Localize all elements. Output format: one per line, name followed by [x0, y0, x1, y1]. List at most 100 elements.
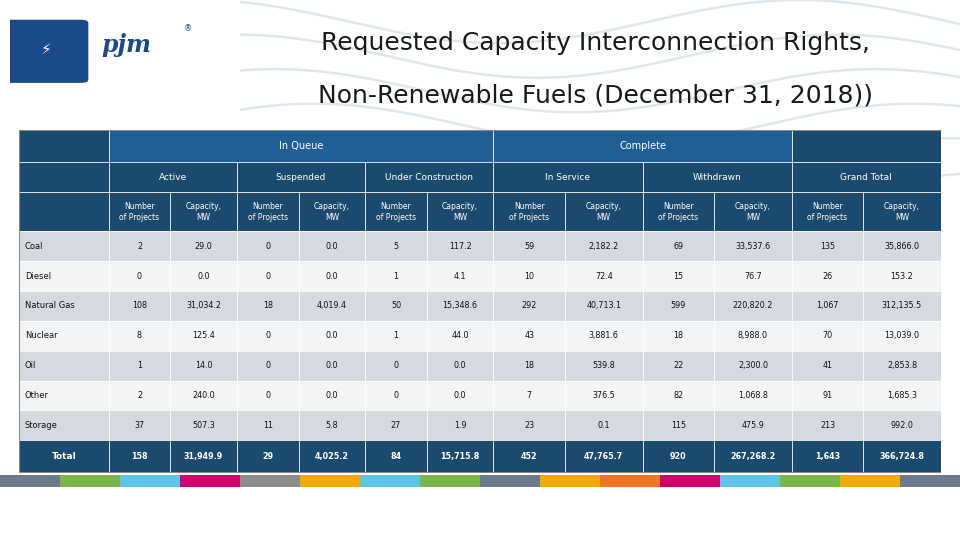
Bar [714, 351, 792, 381]
Text: 4,019.4: 4,019.4 [317, 301, 347, 310]
Text: 1: 1 [394, 272, 398, 281]
Bar [19, 192, 108, 231]
Text: 8,988.0: 8,988.0 [738, 332, 768, 340]
Text: 475.9: 475.9 [741, 421, 764, 430]
Text: ⚡: ⚡ [40, 42, 52, 57]
Bar [863, 381, 941, 410]
Text: 115: 115 [671, 421, 685, 430]
Text: Non-Renewable Fuels (December 31, 2018)): Non-Renewable Fuels (December 31, 2018)) [318, 83, 873, 107]
Text: 2,300.0: 2,300.0 [738, 361, 768, 370]
Text: 82: 82 [673, 391, 684, 400]
Text: 76.7: 76.7 [744, 272, 762, 281]
Bar [642, 261, 714, 291]
Bar [565, 351, 642, 381]
Text: 4.1: 4.1 [454, 272, 467, 281]
Text: 15,348.6: 15,348.6 [443, 301, 478, 310]
Bar [170, 321, 237, 351]
Bar [120, 475, 180, 487]
Bar [565, 192, 642, 231]
Text: 15,715.8: 15,715.8 [441, 452, 480, 461]
Text: 40,713.1: 40,713.1 [587, 301, 621, 310]
Bar [170, 381, 237, 410]
Bar [19, 440, 108, 472]
Bar [565, 261, 642, 291]
Text: 41: 41 [823, 361, 832, 370]
Text: Active: Active [158, 173, 187, 181]
Text: 213: 213 [820, 421, 835, 430]
Bar [365, 162, 493, 192]
Text: Requested Capacity Interconnection Rights,: Requested Capacity Interconnection Right… [321, 31, 870, 55]
Bar [714, 231, 792, 261]
Bar [792, 381, 863, 410]
Bar [493, 130, 792, 162]
Text: 31,949.9: 31,949.9 [184, 452, 224, 461]
Text: 125.4: 125.4 [192, 332, 215, 340]
Text: Coal: Coal [25, 242, 43, 251]
Bar [493, 351, 565, 381]
Text: 22: 22 [673, 361, 684, 370]
Text: 84: 84 [391, 452, 401, 461]
Text: Complete: Complete [619, 141, 666, 151]
Bar [427, 410, 493, 440]
Bar [642, 440, 714, 472]
Bar [108, 381, 170, 410]
Text: 220,820.2: 220,820.2 [732, 301, 773, 310]
Bar [299, 410, 365, 440]
Text: 1,068.8: 1,068.8 [738, 391, 768, 400]
Text: 0.0: 0.0 [454, 361, 467, 370]
Bar [365, 381, 427, 410]
Text: 7: 7 [527, 391, 532, 400]
Text: 33,537.6: 33,537.6 [735, 242, 771, 251]
Text: 1,067: 1,067 [816, 301, 839, 310]
Text: 47,765.7: 47,765.7 [584, 452, 623, 461]
Text: Number
of Projects: Number of Projects [376, 202, 416, 221]
Bar [427, 261, 493, 291]
Bar [493, 321, 565, 351]
Bar [170, 410, 237, 440]
Text: 108: 108 [132, 301, 147, 310]
Bar [299, 261, 365, 291]
Bar [19, 291, 108, 321]
Text: 1,643: 1,643 [815, 452, 840, 461]
Text: 8: 8 [137, 332, 142, 340]
Text: 14.0: 14.0 [195, 361, 212, 370]
Bar [642, 231, 714, 261]
Bar [493, 162, 642, 192]
Text: PJM©2018: PJM©2018 [889, 511, 941, 521]
Bar [237, 162, 365, 192]
Text: 18: 18 [673, 332, 684, 340]
Text: 452: 452 [521, 452, 538, 461]
Text: 992.0: 992.0 [891, 421, 914, 430]
Text: 72.4: 72.4 [595, 272, 612, 281]
Text: pjm: pjm [102, 33, 152, 57]
Bar [720, 475, 780, 487]
Text: 0.0: 0.0 [325, 272, 338, 281]
Text: 158: 158 [132, 452, 148, 461]
Text: 507.3: 507.3 [192, 421, 215, 430]
Text: Number
of Projects: Number of Projects [659, 202, 699, 221]
Text: Number
of Projects: Number of Projects [807, 202, 848, 221]
Bar [19, 162, 108, 192]
Text: 2,182.2: 2,182.2 [588, 242, 619, 251]
Bar [108, 192, 170, 231]
Text: 3,881.6: 3,881.6 [588, 332, 618, 340]
Bar [299, 291, 365, 321]
Bar [19, 351, 108, 381]
Bar [863, 440, 941, 472]
Bar [108, 261, 170, 291]
Text: 267,268.2: 267,268.2 [731, 452, 776, 461]
Bar [170, 261, 237, 291]
Bar [237, 410, 299, 440]
Bar [792, 261, 863, 291]
Bar [493, 381, 565, 410]
Text: 1: 1 [137, 361, 142, 370]
Text: 2: 2 [137, 242, 142, 251]
Text: 0: 0 [265, 332, 271, 340]
Bar [365, 291, 427, 321]
Text: Grand Total: Grand Total [840, 173, 892, 181]
Bar [642, 162, 792, 192]
Bar [299, 321, 365, 351]
Text: 1.9: 1.9 [454, 421, 467, 430]
Bar [792, 351, 863, 381]
Text: 15: 15 [673, 272, 684, 281]
